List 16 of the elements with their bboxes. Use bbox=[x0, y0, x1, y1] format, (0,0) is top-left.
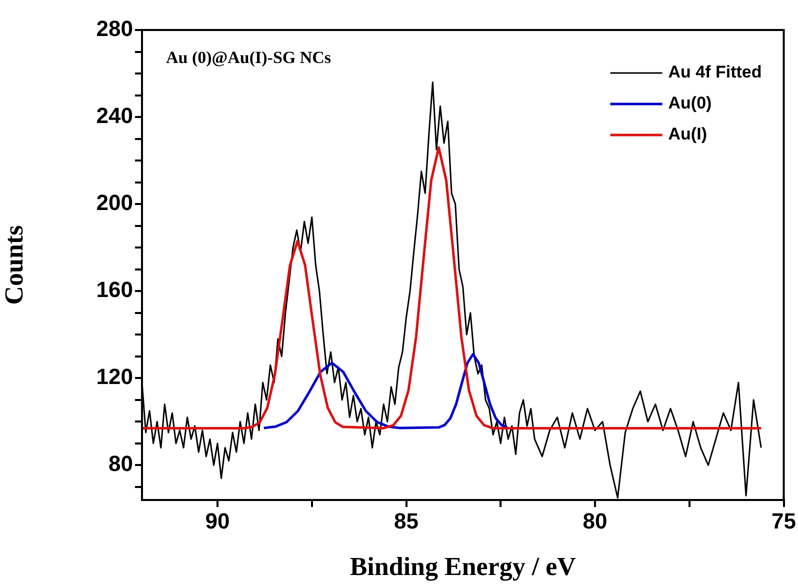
annotation: Au (0)@Au(I)-SG NCs bbox=[166, 48, 332, 67]
x-tick-label: 80 bbox=[582, 508, 608, 534]
y-axis-title: Counts bbox=[0, 225, 28, 305]
x-tick-label: 90 bbox=[205, 508, 230, 534]
legend-label: Au(0) bbox=[668, 94, 712, 113]
y-tick-label: 160 bbox=[96, 277, 133, 302]
x-axis-title: Binding Energy / eV bbox=[350, 552, 576, 582]
x-tick-label: 85 bbox=[394, 508, 418, 534]
y-tick-label: 200 bbox=[96, 190, 133, 216]
y-tick-label: 280 bbox=[96, 16, 133, 42]
x-tick-label: 75 bbox=[772, 508, 796, 534]
y-tick-label: 80 bbox=[108, 451, 133, 476]
legend-label: Au(I) bbox=[668, 124, 707, 144]
legend-label: Au 4f Fitted bbox=[668, 62, 762, 82]
y-tick-label: 120 bbox=[96, 364, 133, 390]
y-tick-label: 240 bbox=[96, 103, 133, 128]
